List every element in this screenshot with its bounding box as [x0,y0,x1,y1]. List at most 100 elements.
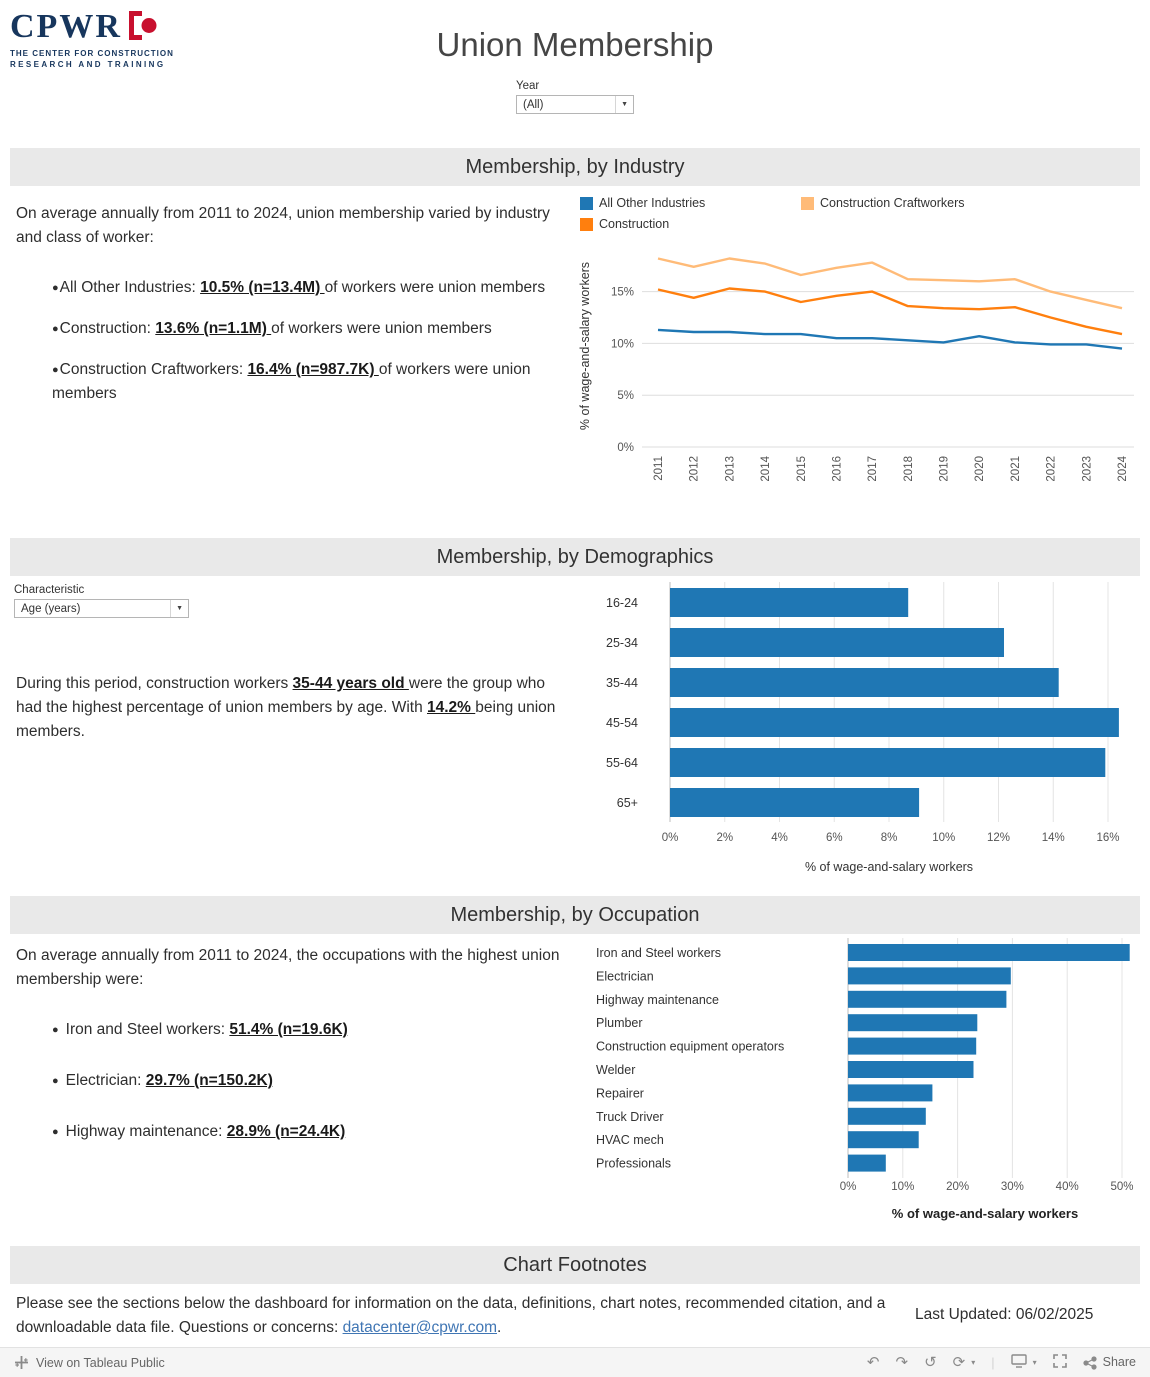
legend-item: Construction Craftworkers [801,196,1121,210]
svg-text:15%: 15% [611,287,634,299]
svg-text:Highway maintenance: Highway maintenance [596,993,719,1007]
industry-line-chart-svg: 0% 5% 10% 15% 2011 2012 2013 2014 2015 2016 2017 20… [578,257,1134,482]
occupation-bullet: Highway maintenance: 28.9% (n=24.4K) [52,1120,568,1144]
svg-text:2011: 2011 [653,456,665,481]
legend-label: All Other Industries [599,196,706,210]
svg-text:20%: 20% [946,1181,969,1193]
svg-text:Welder: Welder [596,1063,635,1077]
occupation-bar-chart: 0% 10% 20% 30% 40% 50% Iron and Steel workers E… [590,938,1142,1238]
chevron-down-icon: ▼ [170,600,188,617]
year-filter-value: (All) [523,98,544,111]
logo-tagline-1: THE CENTER FOR CONSTRUCTION [10,49,174,58]
legend-label: Construction [599,217,670,231]
reset-icon[interactable]: ↺ [924,1354,937,1371]
view-on-tableau-label: View on Tableau Public [36,1355,165,1370]
email-link[interactable]: datacenter@cpwr.com [342,1319,498,1337]
bar [848,1154,886,1172]
fullscreen-icon[interactable] [1052,1354,1067,1371]
svg-text:Iron and Steel workers: Iron and Steel workers [596,946,721,960]
svg-text:2019: 2019 [939,456,951,482]
footnotes-text: Please see the sections below the dashbo… [16,1292,896,1340]
occupation-bar-chart-svg: 0% 10% 20% 30% 40% 50% Iron and Steel workers E… [596,938,1134,1221]
bullet-prefix: All Other Industries: [59,279,201,297]
demo-text-part: were the group who had the highest perce… [16,675,546,717]
chevron-down-icon[interactable]: ▾ [1032,1357,1037,1367]
tableau-footer: View on Tableau Public ↶ ↷ ↺ ⟳ ▾ | ▾ [0,1347,1150,1377]
redo-icon[interactable]: ↷ [895,1354,909,1371]
industry-bullet: Construction Craftworkers: 16.4% (n=987.… [52,358,568,406]
svg-text:25-34: 25-34 [606,636,638,650]
svg-text:% of wage-and-salary workers: % of wage-and-salary workers [578,262,592,430]
chevron-down-icon: ▼ [615,96,633,113]
tableau-logo-icon [15,1356,28,1369]
svg-text:4%: 4% [771,832,788,844]
bullet-suffix: of workers were union members [52,361,531,403]
undo-icon[interactable]: ↶ [866,1354,880,1371]
section-title-industry: Membership, by Industry [10,148,1140,186]
chevron-down-icon[interactable]: ▾ [971,1357,976,1367]
characteristic-dropdown[interactable]: Age (years) ▼ [14,599,189,618]
bullet-stat: 16.4% (n=987.7K) [247,361,379,379]
characteristic-filter-label: Characteristic [14,584,85,596]
section-title-footnotes: Chart Footnotes [10,1246,1140,1284]
view-on-tableau-link[interactable]: View on Tableau Public [14,1355,165,1370]
svg-text:2013: 2013 [724,456,736,482]
share-icon [1083,1355,1097,1370]
bar [848,944,1130,961]
bar [848,967,1011,985]
occupation-bullet-list: Iron and Steel workers: 51.4% (n=19.6K) … [16,1018,568,1144]
svg-text:40%: 40% [1056,1181,1079,1193]
footer-toolbar: ↶ ↷ ↺ ⟳ ▾ | ▾ [867,1354,1136,1371]
bar [848,1037,977,1055]
svg-text:2012: 2012 [689,456,701,482]
svg-text:2014: 2014 [760,455,772,481]
legend-item: Construction [580,217,669,231]
svg-text:2018: 2018 [903,456,915,482]
year-filter-dropdown[interactable]: (All) ▼ [516,95,634,114]
svg-text:Truck Driver: Truck Driver [596,1110,664,1124]
svg-text:16-24: 16-24 [606,596,638,610]
svg-text:0%: 0% [662,832,679,844]
svg-text:2022: 2022 [1046,456,1058,482]
bar [670,788,920,817]
demographics-bar-chart: 0% 2% 4% 6% 8% 10% 12% 14% 16% 16-24 25-34 35-44 45-… [560,582,1142,887]
bullet-prefix: Highway maintenance: [65,1123,227,1141]
industry-bullet: All Other Industries: 10.5% (n=13.4M) of… [52,276,568,300]
bar [670,588,909,617]
legend-swatch [801,196,814,210]
footnotes-body: Please see the sections below the dashbo… [16,1295,886,1337]
last-updated: Last Updated: 06/02/2025 [915,1306,1094,1323]
demographics-text: During this period, construction workers… [16,672,568,744]
svg-text:50%: 50% [1110,1181,1133,1193]
bar [848,1084,933,1102]
svg-text:2023: 2023 [1081,456,1093,482]
demo-stat-pct: 14.2% [427,699,476,717]
year-filter-label: Year [516,80,540,92]
svg-text:0%: 0% [840,1181,857,1193]
svg-text:2017: 2017 [867,456,879,482]
svg-text:55-64: 55-64 [606,756,638,770]
bar [670,668,1059,697]
bullet-suffix: of workers were union members [324,279,546,297]
svg-text:2021: 2021 [1010,456,1022,482]
industry-line-chart: All Other Industries Construction Craftwo… [576,196,1142,526]
refresh-icon[interactable]: ⟳ [952,1354,966,1371]
svg-text:2015: 2015 [796,456,808,482]
svg-text:Construction equipment operato: Construction equipment operators [596,1040,784,1054]
bar [848,1131,919,1149]
share-button[interactable]: Share [1083,1355,1136,1370]
svg-text:65+: 65+ [617,796,638,810]
legend-label: Construction Craftworkers [820,196,965,210]
bar [670,628,1004,657]
line-series [657,257,1123,310]
svg-text:10%: 10% [611,338,634,350]
bullet-stat: 51.4% (n=19.6K) [229,1021,348,1039]
svg-text:16%: 16% [1096,832,1119,844]
download-icon[interactable] [1010,1354,1027,1371]
characteristic-filter: Characteristic Age (years) ▼ [14,584,189,618]
year-filter: Year (All) ▼ [0,80,1150,114]
line-series [657,328,1123,350]
cpwr-logo: CPWR THE CENTER FOR CONSTRUCTION RESEARC… [10,10,174,70]
occupation-bullet: Iron and Steel workers: 51.4% (n=19.6K) [52,1018,568,1042]
svg-text:14%: 14% [1042,832,1065,844]
